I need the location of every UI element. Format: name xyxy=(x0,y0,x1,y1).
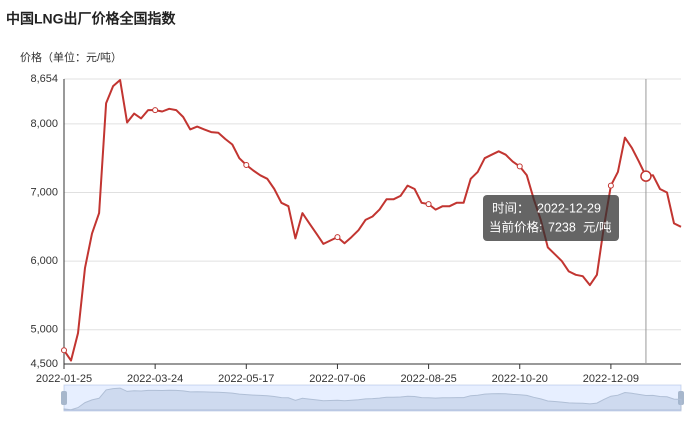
chart-title: 中国LNG出厂价格全国指数 xyxy=(6,11,177,27)
tooltip-price: 7238 xyxy=(548,220,576,234)
x-tick-label: 2022-12-09 xyxy=(583,373,639,385)
hover xyxy=(640,79,652,364)
point-marker xyxy=(61,347,67,354)
plot xyxy=(61,79,682,362)
y-tick-label: 4,500 xyxy=(30,358,58,370)
tooltip-time-label: 时间： xyxy=(492,201,530,215)
tooltip-price-label: 当前价格: xyxy=(489,219,542,234)
data-zoom[interactable] xyxy=(61,384,684,412)
y-axis-label: 价格（单位：元/吨） xyxy=(20,50,122,64)
point-marker xyxy=(516,163,523,170)
y-tick-label: 5,000 xyxy=(30,324,58,336)
y-tick-label: 7,000 xyxy=(30,186,58,198)
point-marker xyxy=(607,182,614,189)
point-marker xyxy=(243,162,250,169)
grid: 4,500 5,000 6,000 7,000 8,000 8,654 2022-01-25… xyxy=(30,73,681,385)
point-marker xyxy=(425,201,432,208)
zoom-handle[interactable] xyxy=(61,391,67,405)
x-tick-label: 2022-08-25 xyxy=(400,373,456,385)
y-tick-label: 8,000 xyxy=(30,118,58,130)
line xyxy=(63,79,682,362)
x-tick-label: 2022-05-17 xyxy=(218,373,274,385)
point-marker xyxy=(152,107,159,114)
zoom-handle[interactable] xyxy=(678,391,684,405)
x-tick-label: 2022-10-20 xyxy=(492,373,548,385)
y-tick-label: 8,654 xyxy=(30,73,58,85)
zoom-preview xyxy=(63,387,682,411)
x-tick-label: 2022-03-24 xyxy=(127,373,183,385)
tooltip: 时间： 2022-12-29 当前价格: 7238 元/吨 xyxy=(483,195,619,241)
x-tick-label: 2022-07-06 xyxy=(309,373,365,385)
x-tick-label: 2022-01-25 xyxy=(36,373,92,385)
hover-marker xyxy=(640,170,652,182)
tooltip-time: 2022-12-29 xyxy=(537,201,601,215)
y-tick-label: 6,000 xyxy=(30,255,58,267)
tooltip-box xyxy=(483,195,619,241)
tooltip-unit: 元/吨 xyxy=(583,220,612,234)
zoom-selection[interactable] xyxy=(64,385,681,411)
point-marker xyxy=(334,234,341,241)
